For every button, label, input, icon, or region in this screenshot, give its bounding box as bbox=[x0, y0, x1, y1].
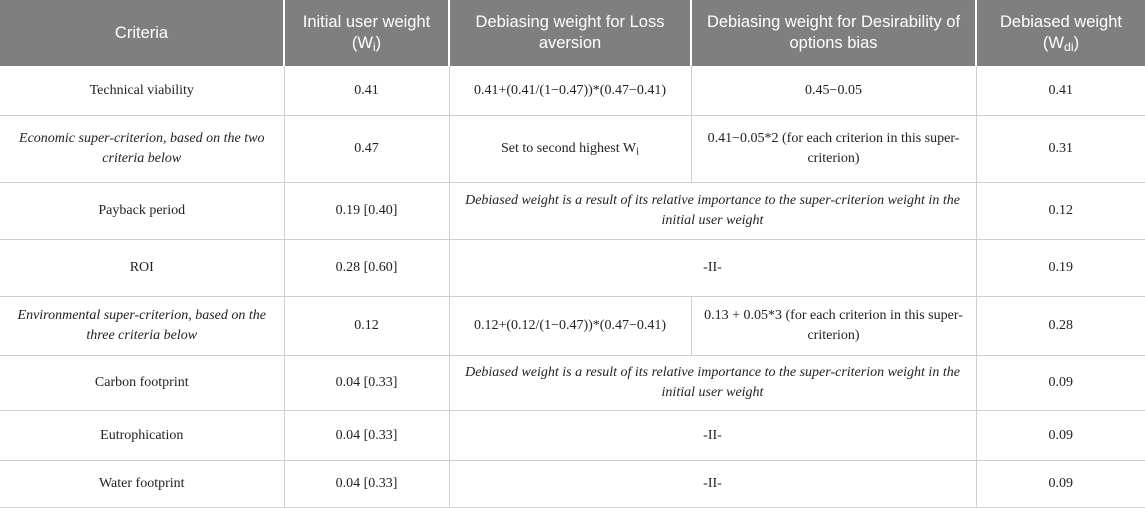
row-debiased-weight: 0.09 bbox=[976, 355, 1145, 411]
row-initial-weight: 0.12 bbox=[284, 296, 450, 356]
row-loss-aversion: 0.41+(0.41/(1−0.47))*(0.47−0.41) bbox=[449, 66, 692, 116]
row-desirability: 0.41−0.05*2 (for each criterion in this … bbox=[691, 115, 977, 183]
row-merged-note: -II- bbox=[449, 410, 977, 461]
table-row: Technical viability 0.41 0.41+(0.41/(1−0… bbox=[0, 66, 1145, 116]
row-loss-aversion-text: Set to second highest W bbox=[501, 141, 637, 156]
row-criteria: Economic super-criterion, based on the t… bbox=[0, 115, 285, 183]
header-row: Criteria Initial user weight (Wi) Debias… bbox=[0, 0, 1145, 66]
row-merged-note: -II- bbox=[449, 239, 977, 297]
row-debiased-weight: 0.12 bbox=[976, 182, 1145, 240]
row-criteria: Environmental super-criterion, based on … bbox=[0, 296, 285, 356]
table-row: Payback period 0.19 [0.40] Debiased weig… bbox=[0, 182, 1145, 240]
row-initial-weight: 0.47 bbox=[284, 115, 450, 183]
header-desirability: Debiasing weight for Desirability of opt… bbox=[691, 0, 977, 66]
header-loss-aversion: Debiasing weight for Loss aversion bbox=[449, 0, 692, 66]
header-criteria-label: Criteria bbox=[114, 23, 169, 42]
header-initial-weight-subscript: i bbox=[372, 40, 376, 55]
row-criteria: Eutrophication bbox=[0, 410, 285, 461]
header-loss-aversion-label: Debiasing weight for Loss aversion bbox=[475, 13, 665, 52]
row-debiased-weight: 0.19 bbox=[976, 239, 1145, 297]
header-debiased-weight-close: ) bbox=[1073, 34, 1080, 52]
row-debiased-weight: 0.09 bbox=[976, 410, 1145, 461]
table-row: Carbon footprint 0.04 [0.33] Debiased we… bbox=[0, 355, 1145, 411]
row-criteria: Carbon footprint bbox=[0, 355, 285, 411]
header-initial-weight-close: ) bbox=[375, 34, 382, 52]
row-merged-note: Debiased weight is a result of its relat… bbox=[449, 355, 977, 411]
table-row: Eutrophication 0.04 [0.33] -II- 0.09 bbox=[0, 410, 1145, 461]
row-criteria: Technical viability bbox=[0, 66, 285, 116]
header-debiased-weight-label: Debiased weight (W bbox=[1000, 13, 1122, 52]
row-loss-aversion: 0.12+(0.12/(1−0.47))*(0.47−0.41) bbox=[449, 296, 692, 356]
row-merged-note: Debiased weight is a result of its relat… bbox=[449, 182, 977, 240]
row-initial-weight: 0.28 [0.60] bbox=[284, 239, 450, 297]
row-criteria: Payback period bbox=[0, 182, 285, 240]
row-criteria: ROI bbox=[0, 239, 285, 297]
row-initial-weight: 0.19 [0.40] bbox=[284, 182, 450, 240]
table-row: Water footprint 0.04 [0.33] -II- 0.09 bbox=[0, 460, 1145, 508]
row-loss-aversion-subscript: i bbox=[636, 146, 639, 158]
row-initial-weight: 0.04 [0.33] bbox=[284, 355, 450, 411]
table-row: Economic super-criterion, based on the t… bbox=[0, 115, 1145, 183]
row-desirability: 0.13 + 0.05*3 (for each criterion in thi… bbox=[691, 296, 977, 356]
row-debiased-weight: 0.28 bbox=[976, 296, 1145, 356]
row-debiased-weight: 0.31 bbox=[976, 115, 1145, 183]
row-initial-weight: 0.41 bbox=[284, 66, 450, 116]
header-debiased-weight: Debiased weight (Wdi) bbox=[976, 0, 1145, 66]
table-row: ROI 0.28 [0.60] -II- 0.19 bbox=[0, 239, 1145, 297]
table-row: Environmental super-criterion, based on … bbox=[0, 296, 1145, 356]
row-loss-aversion: Set to second highest Wi bbox=[449, 115, 692, 183]
header-criteria: Criteria bbox=[0, 0, 285, 66]
row-debiased-weight: 0.09 bbox=[976, 460, 1145, 508]
row-merged-note: -II- bbox=[449, 460, 977, 508]
header-initial-weight: Initial user weight (Wi) bbox=[284, 0, 450, 66]
row-criteria: Water footprint bbox=[0, 460, 285, 508]
row-desirability: 0.45−0.05 bbox=[691, 66, 977, 116]
row-debiased-weight: 0.41 bbox=[976, 66, 1145, 116]
row-initial-weight: 0.04 [0.33] bbox=[284, 410, 450, 461]
header-initial-weight-label: Initial user weight (W bbox=[302, 13, 431, 52]
header-debiased-weight-subscript: di bbox=[1063, 40, 1074, 55]
header-desirability-label: Debiasing weight for Desirability of opt… bbox=[706, 13, 961, 52]
row-initial-weight: 0.04 [0.33] bbox=[284, 460, 450, 508]
